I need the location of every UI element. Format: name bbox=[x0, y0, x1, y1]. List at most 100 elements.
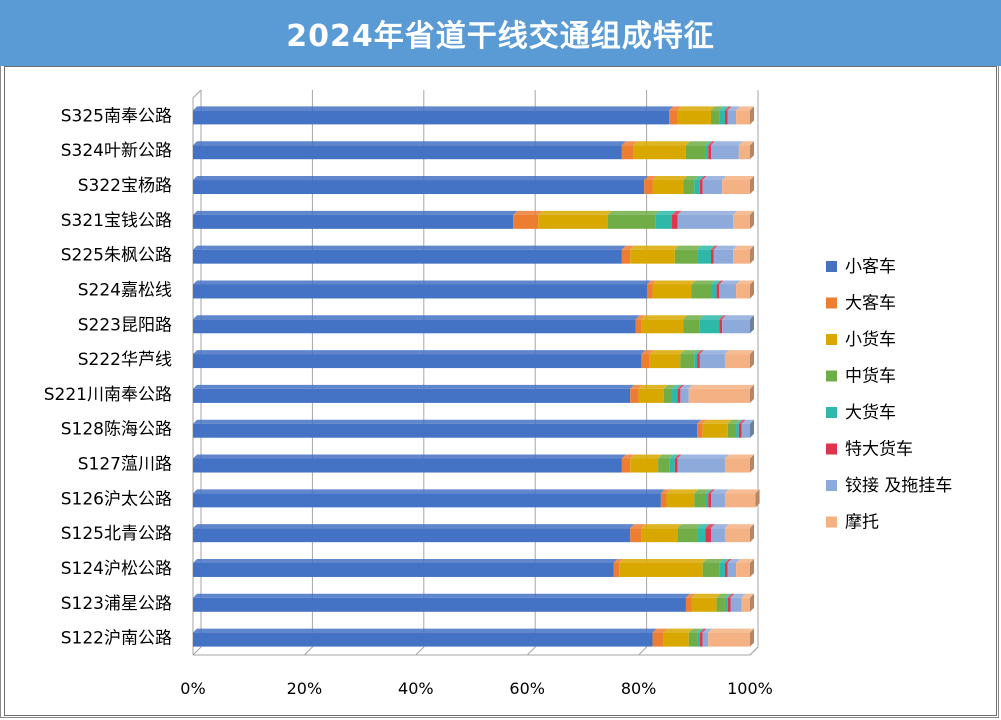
bar-segment bbox=[705, 141, 713, 160]
legend-swatch bbox=[826, 516, 837, 528]
bar-segment bbox=[683, 176, 699, 195]
bar-segment bbox=[641, 315, 688, 334]
bar-segment bbox=[677, 106, 716, 125]
bar-end-cap bbox=[750, 245, 754, 264]
bar-segment bbox=[724, 350, 754, 369]
bar-segment bbox=[672, 384, 682, 403]
legend-label: 大货车 bbox=[845, 403, 896, 423]
bar-segment bbox=[666, 489, 699, 508]
x-tick-label: 100% bbox=[727, 679, 773, 698]
bar-segment bbox=[677, 454, 729, 473]
bar-segment bbox=[699, 176, 707, 195]
bar-segment bbox=[663, 628, 693, 647]
legend-swatch bbox=[826, 480, 837, 491]
bar-segment bbox=[688, 628, 702, 647]
bar-segment bbox=[630, 454, 663, 473]
gridline bbox=[415, 90, 425, 656]
bar-segment bbox=[708, 489, 716, 508]
bar-segment bbox=[719, 558, 729, 577]
bar-segment bbox=[705, 489, 713, 508]
bar-segment bbox=[697, 419, 707, 438]
bar-segment bbox=[674, 454, 682, 473]
bar-segment bbox=[708, 141, 716, 160]
bar-segment bbox=[730, 593, 746, 612]
category-label: S322宝杨路 bbox=[78, 176, 172, 196]
category-label: S127蕰川路 bbox=[78, 455, 172, 475]
legend-swatch bbox=[826, 443, 837, 455]
bar-segment bbox=[641, 524, 682, 543]
title-bar: 2024年省道干线交通组成特征 bbox=[0, 0, 1001, 66]
bar-segment bbox=[193, 106, 674, 125]
bar-segment bbox=[193, 489, 665, 508]
legend-swatch bbox=[826, 297, 837, 309]
bar-end-cap bbox=[750, 350, 754, 369]
bar-segment bbox=[711, 489, 729, 508]
gridline bbox=[526, 90, 536, 656]
bar-segment bbox=[697, 524, 710, 543]
bar-segment bbox=[644, 176, 657, 195]
bar-segment bbox=[711, 245, 718, 264]
bar-segment bbox=[674, 245, 702, 264]
bar-segment bbox=[711, 280, 721, 299]
category-label: S324叶新公路 bbox=[61, 141, 172, 161]
grid-layer bbox=[192, 89, 759, 656]
legend-label: 摩托 bbox=[845, 513, 879, 533]
bar-segment bbox=[724, 489, 760, 508]
bar-segment bbox=[699, 628, 707, 647]
bar-end-cap bbox=[750, 280, 754, 299]
bar-segment bbox=[193, 176, 649, 195]
bar-segment bbox=[697, 350, 704, 369]
bar-segment bbox=[736, 419, 743, 438]
bar-segment bbox=[193, 141, 626, 160]
bar-segment bbox=[193, 210, 518, 229]
x-tick-label: 20% bbox=[287, 679, 323, 698]
bar-end-cap bbox=[750, 628, 754, 647]
bar-segment bbox=[702, 558, 724, 577]
legend-label: 小客车 bbox=[845, 257, 896, 277]
bar-segment bbox=[733, 210, 754, 229]
legend-label: 特大货车 bbox=[845, 440, 913, 460]
bar-segment bbox=[724, 106, 732, 125]
floor-line bbox=[193, 646, 759, 656]
bar-segment bbox=[538, 210, 612, 229]
bar-segment bbox=[738, 141, 754, 160]
bar-segment bbox=[724, 593, 732, 612]
bar-segment bbox=[724, 558, 732, 577]
bar-segment bbox=[685, 141, 710, 160]
legend-label: 中货车 bbox=[845, 367, 896, 387]
x-tick-label: 0% bbox=[180, 679, 205, 698]
bar-segment bbox=[193, 628, 657, 647]
gridline bbox=[192, 90, 202, 656]
bar-segment bbox=[638, 384, 668, 403]
bar-segment bbox=[649, 350, 685, 369]
legend-swatch bbox=[826, 334, 837, 345]
bar-end-cap bbox=[750, 210, 754, 229]
bar-segment bbox=[741, 593, 754, 612]
category-label: S225朱枫公路 bbox=[61, 246, 172, 266]
bar-segment bbox=[669, 454, 679, 473]
gridline bbox=[638, 90, 648, 656]
bar-end-cap bbox=[750, 176, 754, 195]
bar-end-cap bbox=[750, 524, 754, 543]
category-label: S126沪太公路 bbox=[61, 489, 172, 509]
bar-segment bbox=[613, 558, 624, 577]
legend-swatch bbox=[826, 407, 837, 418]
bar-segment bbox=[683, 315, 704, 334]
bar-segment bbox=[677, 384, 685, 403]
bar-segment bbox=[630, 384, 643, 403]
bars-layer bbox=[193, 106, 760, 647]
bar-segment bbox=[722, 176, 754, 195]
bar-segment bbox=[193, 245, 626, 264]
bar-segment bbox=[619, 558, 707, 577]
bar-segment bbox=[727, 558, 741, 577]
bar-end-cap bbox=[755, 489, 760, 508]
bar-segment bbox=[694, 350, 702, 369]
bar-segment bbox=[607, 210, 660, 229]
bar-segment bbox=[193, 524, 635, 543]
bar-segment bbox=[680, 384, 693, 403]
bar-segment bbox=[513, 210, 543, 229]
bar-segment bbox=[727, 106, 741, 125]
bar-segment bbox=[727, 419, 741, 438]
bar-segment bbox=[652, 628, 668, 647]
